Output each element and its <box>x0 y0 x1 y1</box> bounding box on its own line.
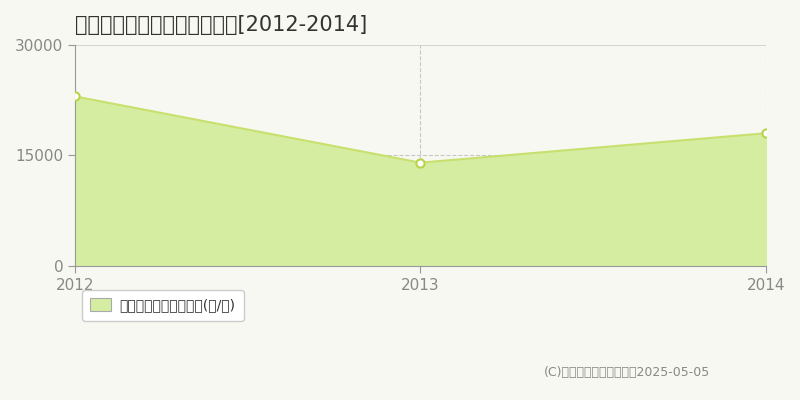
Legend: 農地価格　平均坪単価(円/坪): 農地価格 平均坪単価(円/坪) <box>82 290 244 320</box>
Text: (C)土地価格ドットコム　2025-05-05: (C)土地価格ドットコム 2025-05-05 <box>544 366 710 378</box>
Point <box>69 93 82 100</box>
Point <box>759 130 772 136</box>
Text: 野々市市清金　農地価格推移[2012-2014]: 野々市市清金 農地価格推移[2012-2014] <box>75 15 367 35</box>
Point <box>414 160 427 166</box>
